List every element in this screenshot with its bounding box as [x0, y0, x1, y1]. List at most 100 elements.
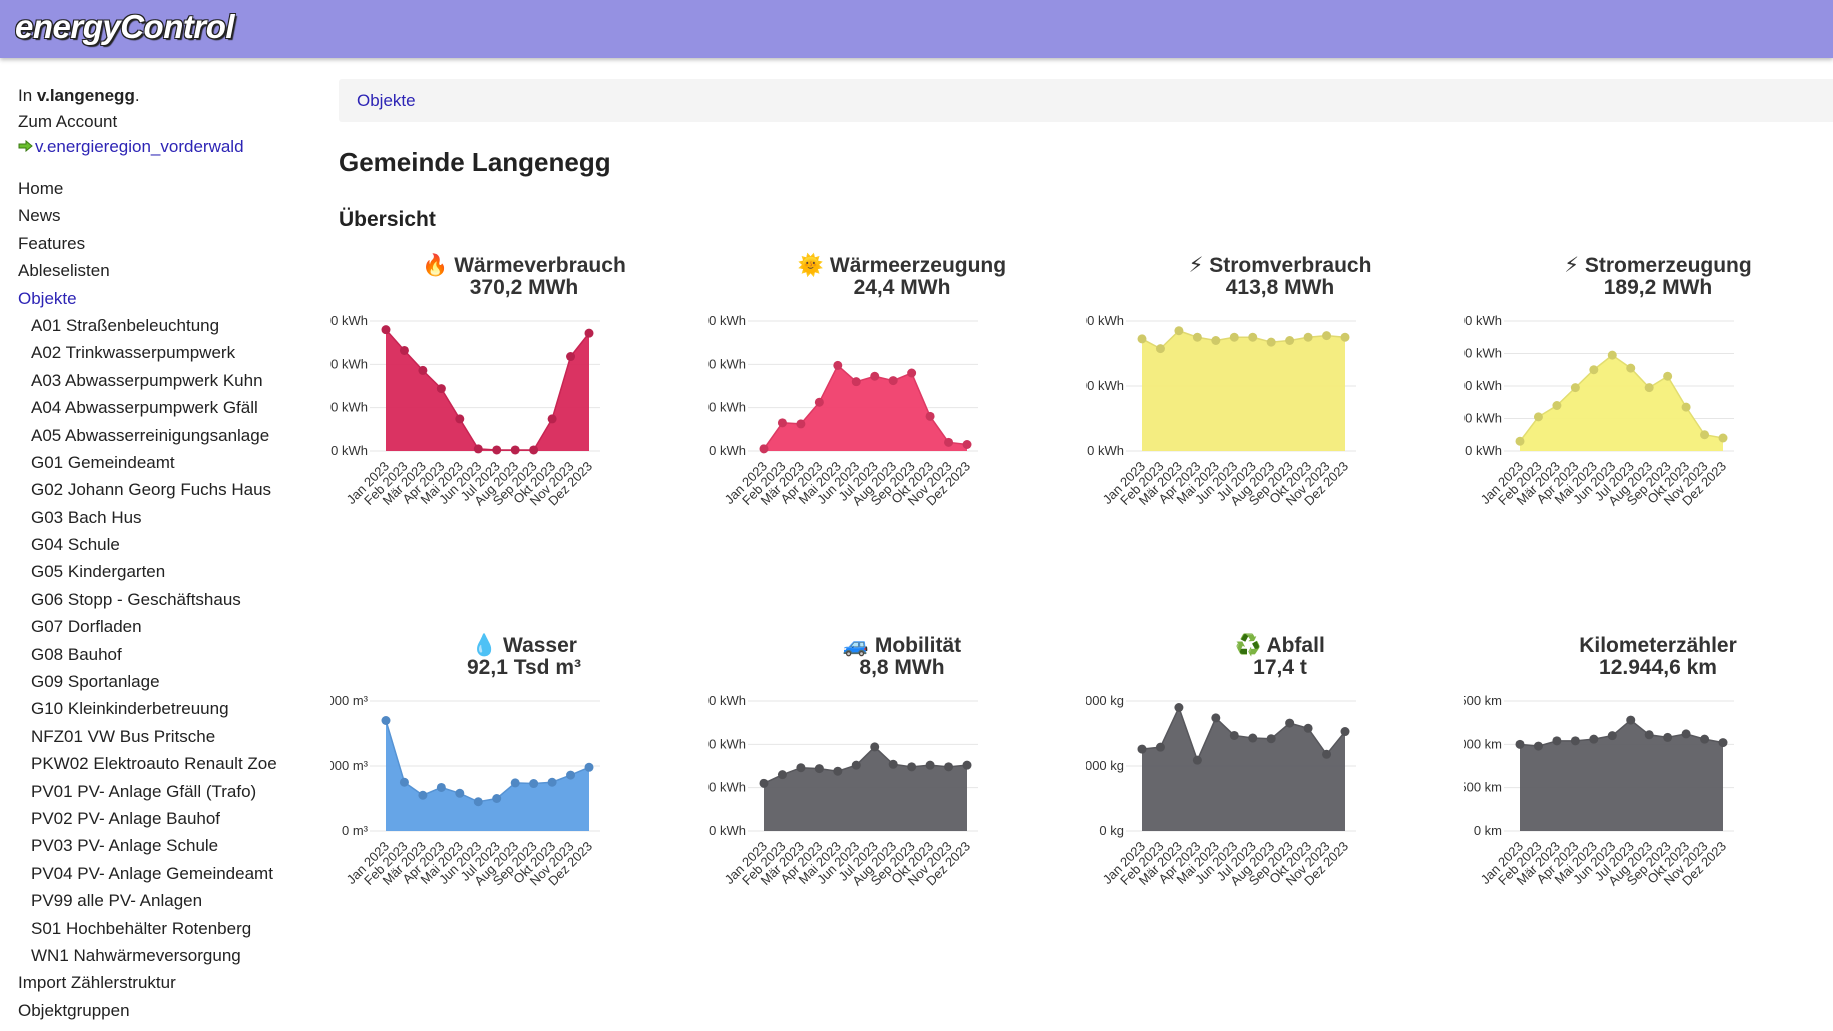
sidebar-item-g01-gemeindeamt[interactable]: G01 Gemeindeamt: [31, 452, 175, 472]
sidebar-item-features[interactable]: Features: [18, 233, 86, 253]
sidebar-item-g02-johann-georg-fuchs-haus[interactable]: G02 Johann Georg Fuchs Haus: [31, 480, 272, 500]
data-point[interactable]: [1570, 383, 1580, 393]
data-point[interactable]: [529, 445, 539, 455]
data-point[interactable]: [1266, 734, 1276, 744]
data-point[interactable]: [1663, 732, 1673, 742]
data-point[interactable]: [759, 444, 769, 454]
data-point[interactable]: [759, 778, 769, 788]
sidebar-item-a03-abwasserpumpwerk-kuhn[interactable]: A03 Abwasserpumpwerk Kuhn: [31, 370, 263, 390]
data-point[interactable]: [1137, 744, 1147, 754]
sidebar-item-a04-abwasserpumpwerk-gfäll[interactable]: A04 Abwasserpumpwerk Gfäll: [31, 398, 258, 418]
sidebar-item-wn1-nahwärmeversorgung[interactable]: WN1 Nahwärmeversorgung: [31, 945, 241, 965]
data-point[interactable]: [473, 444, 483, 454]
data-point[interactable]: [1552, 401, 1562, 410]
data-point[interactable]: [381, 325, 391, 335]
data-point[interactable]: [1589, 734, 1599, 744]
data-point[interactable]: [1192, 755, 1202, 765]
data-point[interactable]: [1322, 749, 1332, 759]
data-point[interactable]: [510, 445, 520, 455]
sidebar-item-pv04-pv-anlage-gemeindeamt[interactable]: PV04 PV- Anlage Gemeindeamt: [31, 863, 273, 883]
data-point[interactable]: [529, 779, 539, 789]
data-point[interactable]: [473, 797, 483, 807]
data-point[interactable]: [1663, 371, 1673, 381]
data-point[interactable]: [870, 742, 880, 752]
data-point[interactable]: [436, 384, 446, 394]
sidebar-item-pv02-pv-anlage-bauhof[interactable]: PV02 PV- Anlage Bauhof: [31, 808, 221, 828]
sidebar-item-objekte[interactable]: Objekte: [18, 288, 77, 308]
data-point[interactable]: [1718, 433, 1728, 443]
data-point[interactable]: [1248, 733, 1258, 743]
sidebar-item-pkw02-elektroauto-renault-zoe[interactable]: PKW02 Elektroauto Renault Zoe: [31, 754, 277, 774]
sidebar-item-s01-hochbehälter-rotenberg[interactable]: S01 Hochbehälter Rotenberg: [31, 918, 252, 938]
data-point[interactable]: [1211, 336, 1221, 345]
data-point[interactable]: [833, 360, 843, 370]
data-point[interactable]: [584, 328, 594, 338]
data-point[interactable]: [1515, 739, 1525, 749]
data-point[interactable]: [851, 377, 861, 387]
sidebar-item-g09-sportanlage[interactable]: G09 Sportanlage: [31, 672, 160, 692]
data-point[interactable]: [1340, 727, 1350, 737]
data-point[interactable]: [399, 345, 409, 355]
data-point[interactable]: [418, 790, 428, 800]
data-point[interactable]: [1700, 734, 1710, 744]
data-point[interactable]: [1718, 738, 1728, 748]
data-point[interactable]: [777, 770, 787, 780]
data-point[interactable]: [510, 778, 520, 788]
data-point[interactable]: [436, 782, 446, 792]
sidebar-item-news[interactable]: News: [18, 206, 61, 226]
data-point[interactable]: [1285, 718, 1295, 728]
data-point[interactable]: [455, 788, 465, 798]
data-point[interactable]: [1192, 332, 1202, 342]
sidebar-item-g10-kleinkinderbetreuung[interactable]: G10 Kleinkinderbetreuung: [31, 699, 229, 719]
data-point[interactable]: [399, 777, 409, 787]
sidebar-item-import-zählerstruktur[interactable]: Import Zählerstruktur: [18, 973, 176, 993]
sidebar-item-objektgruppen[interactable]: Objektgruppen: [18, 1000, 130, 1020]
data-point[interactable]: [796, 419, 806, 429]
org-link[interactable]: v.energieregion_vorderwald: [18, 137, 244, 157]
data-point[interactable]: [1248, 332, 1258, 342]
data-point[interactable]: [547, 777, 557, 787]
sidebar-item-g08-bauhof[interactable]: G08 Bauhof: [31, 644, 122, 664]
data-point[interactable]: [907, 368, 917, 378]
data-point[interactable]: [1644, 383, 1654, 393]
data-point[interactable]: [962, 440, 972, 449]
data-point[interactable]: [962, 760, 972, 770]
data-point[interactable]: [907, 762, 917, 772]
data-point[interactable]: [1700, 430, 1710, 440]
data-point[interactable]: [888, 759, 898, 769]
breadcrumb-objekte[interactable]: Objekte: [357, 91, 416, 110]
sidebar-item-pv99-alle-pv-anlagen[interactable]: PV99 alle PV- Anlagen: [31, 891, 203, 911]
data-point[interactable]: [1155, 742, 1165, 752]
data-point[interactable]: [566, 770, 576, 780]
data-point[interactable]: [1681, 729, 1691, 739]
data-point[interactable]: [796, 763, 806, 773]
data-point[interactable]: [1303, 332, 1313, 342]
sidebar-item-ableselisten[interactable]: Ableselisten: [18, 261, 110, 281]
data-point[interactable]: [1515, 436, 1525, 446]
data-point[interactable]: [1552, 736, 1562, 746]
data-point[interactable]: [1174, 703, 1184, 712]
data-point[interactable]: [925, 760, 935, 770]
data-point[interactable]: [1137, 334, 1147, 344]
data-point[interactable]: [1340, 332, 1350, 342]
data-point[interactable]: [492, 445, 502, 455]
sidebar-item-g07-dorfladen[interactable]: G07 Dorfladen: [31, 617, 142, 637]
sidebar-item-pv01-pv-anlage-gfäll-trafo[interactable]: PV01 PV- Anlage Gfäll (Trafo): [31, 781, 257, 801]
data-point[interactable]: [1229, 332, 1239, 342]
data-point[interactable]: [1607, 350, 1617, 360]
data-point[interactable]: [888, 376, 898, 386]
data-point[interactable]: [814, 397, 824, 407]
sidebar-item-g05-kindergarten[interactable]: G05 Kindergarten: [31, 562, 166, 582]
data-point[interactable]: [851, 760, 861, 770]
data-point[interactable]: [1607, 731, 1617, 741]
sidebar-item-a05-abwasserreinigungsanlage[interactable]: A05 Abwasserreinigungsanlage: [31, 425, 270, 445]
data-point[interactable]: [1626, 363, 1636, 373]
data-point[interactable]: [1174, 326, 1184, 336]
data-point[interactable]: [1681, 402, 1691, 412]
data-point[interactable]: [1322, 331, 1332, 341]
data-point[interactable]: [566, 352, 576, 362]
data-point[interactable]: [1570, 736, 1580, 746]
sidebar-item-pv03-pv-anlage-schule[interactable]: PV03 PV- Anlage Schule: [31, 836, 219, 856]
data-point[interactable]: [584, 762, 594, 772]
data-point[interactable]: [777, 418, 787, 428]
